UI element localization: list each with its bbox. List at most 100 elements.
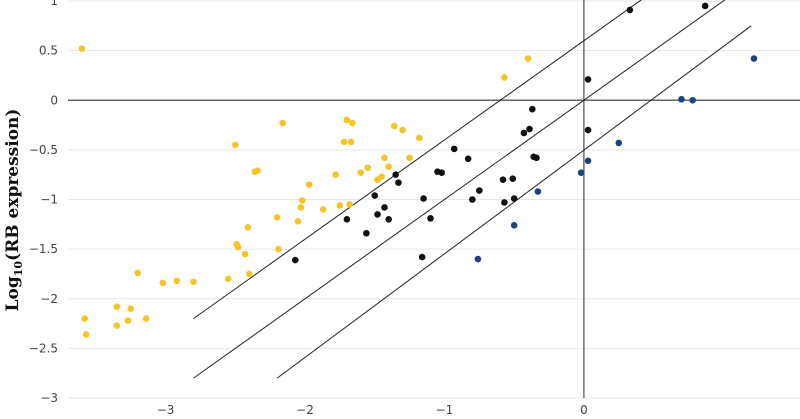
data-point (464, 155, 472, 163)
data-point (615, 139, 623, 147)
data-point (418, 253, 426, 261)
data-point (501, 74, 508, 81)
x-tick-label: −3 (157, 403, 175, 417)
y-tick-label: −1.5 (29, 242, 58, 256)
data-point (291, 256, 299, 264)
data-point (378, 173, 386, 180)
grid-lines (68, 0, 800, 399)
data-point (81, 315, 89, 322)
data-point (510, 195, 518, 202)
data-point (534, 188, 542, 195)
data-point (142, 315, 150, 322)
data-point (275, 245, 282, 253)
data-point (332, 171, 340, 178)
data-point (82, 331, 90, 338)
data-point (159, 279, 167, 287)
data-point (626, 6, 634, 14)
data-point (297, 204, 305, 211)
data-point (385, 216, 392, 223)
x-tick-label: −2 (296, 403, 314, 417)
data-point (336, 202, 344, 209)
data-point (406, 154, 413, 162)
data-point (381, 204, 388, 211)
data-point (357, 169, 365, 177)
data-point (395, 179, 402, 186)
data-point (374, 211, 381, 218)
data-point (113, 303, 121, 310)
y-tick-label: −2 (40, 292, 58, 306)
data-point (528, 105, 536, 113)
data-point (584, 126, 592, 134)
data-point (392, 171, 399, 178)
data-point (438, 169, 445, 177)
x-tick-label: 0 (580, 403, 588, 417)
data-point (689, 96, 696, 104)
data-point (134, 269, 142, 277)
reference-line (276, 25, 752, 379)
data-point (343, 216, 351, 223)
data-point (279, 119, 287, 127)
data-point (371, 192, 379, 199)
data-point (124, 317, 132, 324)
data-point (474, 255, 482, 263)
data-point (234, 243, 242, 251)
reference-lines (193, 0, 752, 379)
data-point (678, 95, 685, 103)
data-point (347, 138, 355, 146)
data-point (305, 181, 313, 188)
data-point (701, 2, 709, 10)
data-points (78, 2, 758, 338)
data-point (346, 201, 353, 208)
data-point (298, 197, 306, 204)
data-point (750, 55, 758, 62)
y-tick-label: 0 (50, 93, 58, 107)
axes (68, 0, 800, 398)
data-point (294, 218, 302, 225)
data-point (190, 278, 197, 286)
data-point (476, 187, 483, 194)
data-point (273, 214, 281, 221)
data-point (510, 222, 518, 229)
data-point (577, 169, 585, 177)
y-tick-label: −2.5 (29, 341, 58, 355)
data-point (127, 305, 135, 312)
data-point (78, 45, 86, 52)
data-point (340, 138, 348, 146)
y-tick-label: 1 (50, 0, 58, 8)
data-point (241, 250, 249, 258)
x-tick-label: −1 (436, 403, 454, 417)
data-point (343, 116, 351, 124)
data-point (319, 206, 327, 213)
y-axis-label: Log10(RB expression) (2, 108, 26, 312)
reference-line (193, 0, 642, 320)
y-tick-label: −0.5 (29, 143, 58, 157)
data-point (584, 76, 592, 83)
data-point (584, 157, 592, 165)
data-point (363, 229, 370, 237)
reference-line (193, 0, 726, 379)
data-point (469, 196, 476, 203)
y-tick-label: 0.5 (39, 44, 58, 58)
data-point (254, 167, 261, 175)
data-point (416, 134, 423, 142)
data-point (427, 215, 434, 222)
data-point (520, 129, 528, 137)
data-point (113, 322, 121, 329)
data-point (173, 277, 181, 285)
tick-labels: 1 0.5 0 −0.5 −1 −1.5 −2 −2.5 −3 −3 −2 −1 0 (29, 0, 588, 417)
data-point (501, 199, 508, 206)
data-point (349, 119, 356, 127)
data-point (526, 125, 533, 133)
data-point (244, 223, 252, 231)
data-point (509, 175, 517, 182)
data-point (385, 163, 392, 171)
data-point (499, 176, 507, 183)
y-tick-label: −3 (40, 391, 58, 405)
data-point (364, 164, 372, 172)
data-point (381, 154, 388, 162)
data-point (399, 126, 406, 134)
data-point (420, 195, 427, 202)
data-point (232, 141, 239, 149)
data-point (225, 275, 232, 283)
